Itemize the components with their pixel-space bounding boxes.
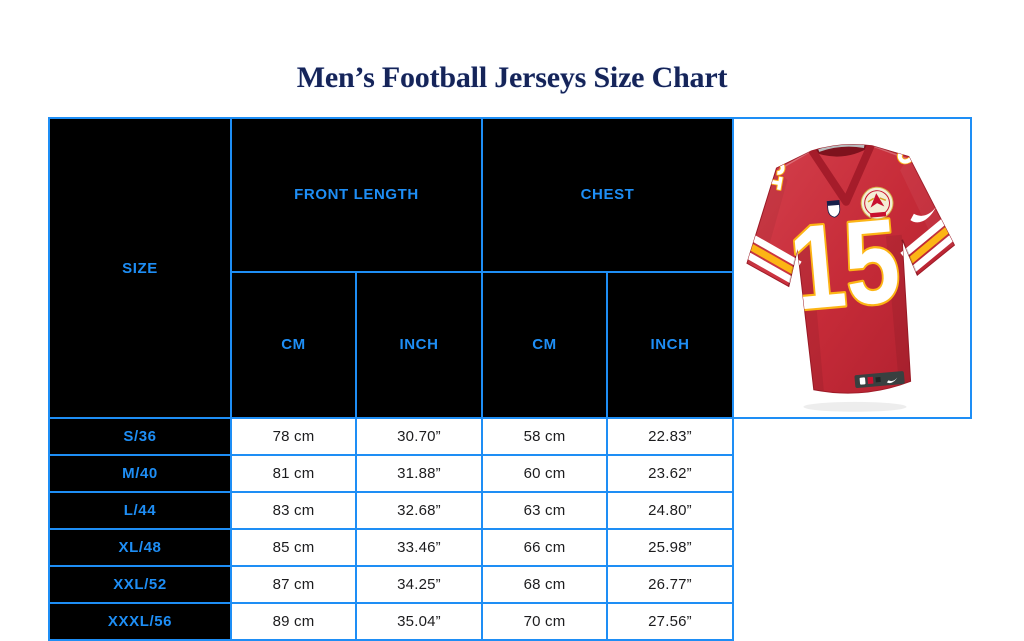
table-row-xxl52: XXL/52 87 cm 34.25” 68 cm 26.77” bbox=[48, 565, 971, 604]
column-header-front-length: FRONT LENGTH bbox=[229, 117, 484, 273]
chest-cm-value: 60 cm bbox=[481, 454, 609, 493]
table-row-xxxl56: XXXL/56 89 cm 35.04” 70 cm 27.56” bbox=[48, 602, 971, 641]
column-header-chest: CHEST bbox=[481, 117, 735, 273]
jersey-image-wrap: 15 15 bbox=[734, 119, 970, 417]
chest-cm-value: 58 cm bbox=[481, 417, 609, 456]
left-sleeve-stripes bbox=[745, 235, 802, 287]
front-length-cm-value: 81 cm bbox=[230, 454, 357, 493]
subheader-front-inch: INCH bbox=[354, 270, 484, 420]
page-title: Men’s Football Jerseys Size Chart bbox=[296, 61, 728, 95]
chest-inch-value: 27.56” bbox=[606, 602, 735, 641]
chest-inch-value: 24.80” bbox=[606, 491, 735, 530]
nike-swoosh-icon bbox=[910, 206, 937, 223]
front-length-cm-value: 83 cm bbox=[230, 491, 357, 530]
left-shoulder-number: 15 bbox=[749, 155, 794, 194]
collar-tape bbox=[818, 143, 865, 152]
svg-text:15: 15 bbox=[750, 156, 793, 193]
front-length-cm-value: 87 cm bbox=[230, 565, 357, 604]
size-cell: XL/48 bbox=[48, 528, 232, 567]
front-length-cm-value: 85 cm bbox=[230, 528, 357, 567]
chest-inch-value: 26.77” bbox=[606, 565, 735, 604]
front-length-inch-value: 31.88” bbox=[354, 454, 484, 493]
chest-inch-value: 25.98” bbox=[606, 528, 735, 567]
chest-cm-value: 68 cm bbox=[481, 565, 609, 604]
chest-cm-value: 66 cm bbox=[481, 528, 609, 567]
front-length-inch-value: 30.70” bbox=[354, 417, 484, 456]
jersey-product-image: 15 15 bbox=[732, 117, 973, 419]
size-cell: M/40 bbox=[48, 454, 232, 493]
table-row-xl48: XL/48 85 cm 33.46” 66 cm 25.98” bbox=[48, 528, 971, 567]
table-row-m40: M/40 81 cm 31.88” 60 cm 23.62” bbox=[48, 454, 971, 493]
chest-cm-value: 63 cm bbox=[481, 491, 609, 530]
right-sleeve-stripes bbox=[900, 219, 956, 276]
front-length-inch-value: 33.46” bbox=[354, 528, 484, 567]
subheader-chest-inch: INCH bbox=[606, 270, 735, 420]
chest-inch-value: 23.62” bbox=[606, 454, 735, 493]
size-chart-table: SIZE FRONT LENGTH CHEST bbox=[48, 117, 973, 641]
front-length-inch-value: 35.04” bbox=[354, 602, 484, 641]
table-row-s36: S/36 78 cm 30.70” 58 cm 22.83” bbox=[48, 417, 971, 456]
column-header-size: SIZE bbox=[48, 117, 232, 419]
front-length-cm-value: 89 cm bbox=[230, 602, 357, 641]
football-jersey-illustration: 15 15 bbox=[745, 136, 956, 412]
team-patch-icon bbox=[860, 186, 894, 220]
jersey-shadow bbox=[803, 401, 907, 412]
subheader-front-cm: CM bbox=[230, 270, 357, 420]
nfl-shield-icon bbox=[826, 200, 841, 218]
jock-tag bbox=[854, 371, 905, 388]
front-length-inch-value: 32.68” bbox=[354, 491, 484, 530]
vneck-trim bbox=[808, 142, 875, 206]
size-cell: S/36 bbox=[48, 417, 232, 456]
size-cell: XXL/52 bbox=[48, 565, 232, 604]
size-cell: L/44 bbox=[48, 491, 232, 530]
chest-inch-value: 22.83” bbox=[606, 417, 735, 456]
front-length-inch-value: 34.25” bbox=[354, 565, 484, 604]
front-length-cm-value: 78 cm bbox=[230, 417, 357, 456]
subheader-chest-cm: CM bbox=[481, 270, 609, 420]
chest-cm-value: 70 cm bbox=[481, 602, 609, 641]
size-cell: XXXL/56 bbox=[48, 602, 232, 641]
table-row-l44: L/44 83 cm 32.68” 63 cm 24.80” bbox=[48, 491, 971, 530]
